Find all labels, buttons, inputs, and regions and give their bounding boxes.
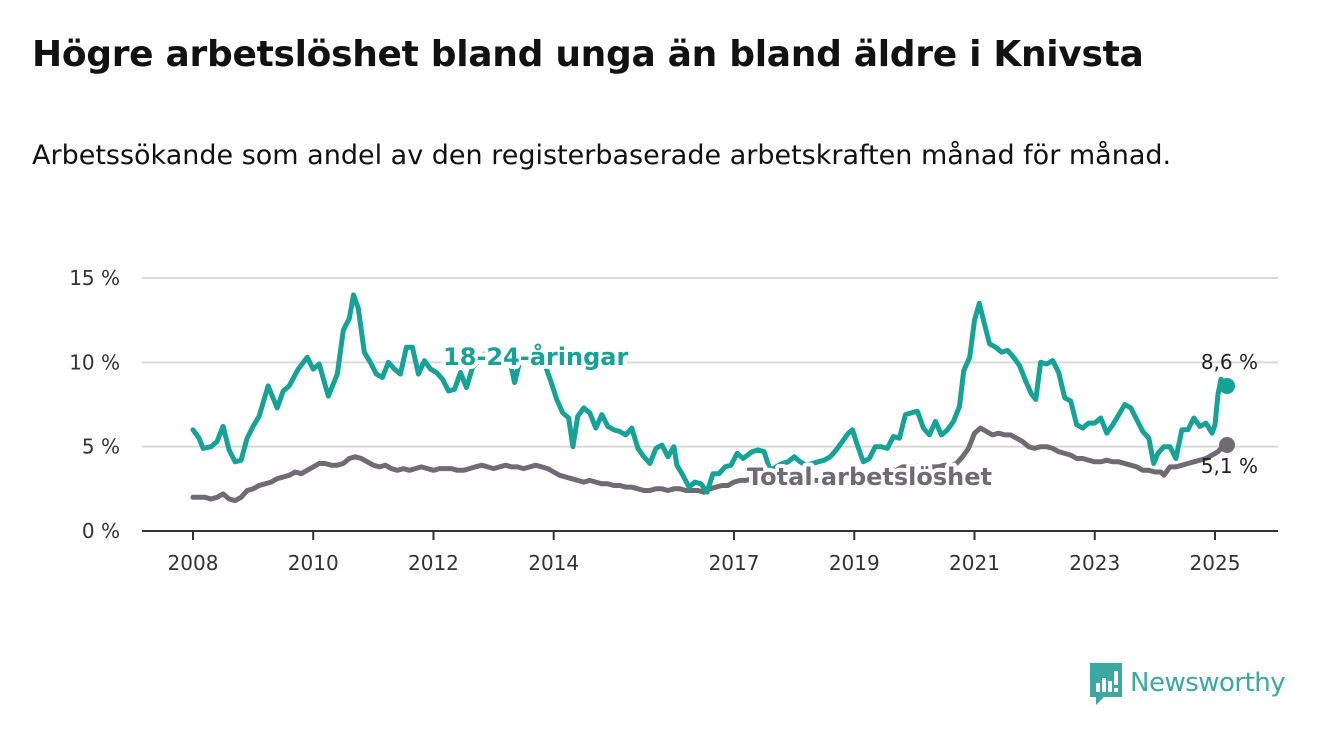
series-line-youth	[190, 292, 1230, 495]
y-tick-label: 15 %	[69, 266, 120, 290]
brand-logo: Newsworthy	[1088, 660, 1286, 706]
series-label-total: Total arbetslöshet	[747, 463, 992, 491]
line-chart: 0 % 5 % 10 % 15 % 2008 2010 2012 2014 2017 2019 20…	[69, 266, 1278, 575]
y-tick-label: 5 %	[82, 435, 120, 459]
end-marker-youth	[1219, 377, 1235, 394]
series-line-total	[190, 425, 1230, 504]
x-tick-label: 2019	[829, 551, 880, 575]
end-marker-total	[1219, 436, 1235, 453]
x-tick-label: 2012	[408, 551, 459, 575]
x-tick-label: 2010	[288, 551, 339, 575]
end-label-youth: 8,6 %	[1201, 350, 1258, 374]
x-tick-label: 2008	[168, 551, 219, 575]
x-tick-label: 2025	[1190, 551, 1241, 575]
brand-name: Newsworthy	[1130, 668, 1286, 698]
x-tick-label: 2014	[528, 551, 579, 575]
series-label-total-halo: Total arbetslöshet	[747, 463, 992, 491]
chart-title: Högre arbetslöshet bland unga än bland ä…	[32, 34, 1144, 75]
x-tick-label: 2017	[709, 551, 760, 575]
x-tick-label: 2023	[1069, 551, 1120, 575]
y-tick-label: 0 %	[82, 519, 120, 543]
series-label-youth-halo: 18-24-åringar	[443, 342, 628, 371]
x-tick-label: 2021	[949, 551, 1000, 575]
end-label-total: 5,1 %	[1201, 454, 1258, 478]
series-label-youth: 18-24-åringar	[443, 342, 628, 371]
y-tick-label: 10 %	[69, 350, 120, 374]
chart-subtitle: Arbetssökande som andel av den registerb…	[32, 140, 1172, 171]
newsworthy-logo-icon	[1090, 663, 1122, 705]
